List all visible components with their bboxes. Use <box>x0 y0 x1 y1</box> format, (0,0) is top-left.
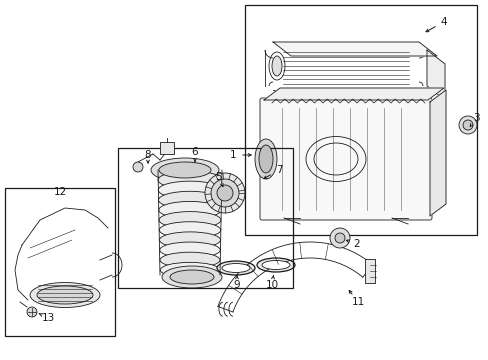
Bar <box>160 142 174 154</box>
Ellipse shape <box>158 191 221 209</box>
Ellipse shape <box>30 283 100 307</box>
Ellipse shape <box>159 162 210 178</box>
FancyBboxPatch shape <box>260 98 431 220</box>
Ellipse shape <box>159 202 221 219</box>
Ellipse shape <box>217 261 254 275</box>
Circle shape <box>133 162 142 172</box>
Text: 7: 7 <box>275 165 282 175</box>
Circle shape <box>204 173 244 213</box>
Polygon shape <box>264 88 443 100</box>
Polygon shape <box>429 90 445 216</box>
Text: 1: 1 <box>229 150 236 160</box>
Circle shape <box>27 307 37 317</box>
Ellipse shape <box>170 270 214 284</box>
Text: 12: 12 <box>53 187 66 197</box>
Circle shape <box>462 120 472 130</box>
Text: 3: 3 <box>472 113 478 123</box>
Ellipse shape <box>37 286 93 304</box>
Ellipse shape <box>162 266 222 288</box>
Ellipse shape <box>159 212 221 228</box>
Circle shape <box>217 185 232 201</box>
Bar <box>244 5 476 235</box>
Text: 10: 10 <box>265 280 278 290</box>
Circle shape <box>458 116 476 134</box>
Text: 9: 9 <box>233 280 240 290</box>
Bar <box>364 259 374 283</box>
Ellipse shape <box>159 222 220 238</box>
Ellipse shape <box>159 232 220 248</box>
Ellipse shape <box>257 258 294 272</box>
Bar <box>5 188 115 336</box>
Circle shape <box>334 233 345 243</box>
Text: 8: 8 <box>144 150 151 160</box>
Text: 2: 2 <box>353 239 360 249</box>
Bar <box>118 148 292 288</box>
Ellipse shape <box>151 158 219 182</box>
Text: 4: 4 <box>440 17 447 27</box>
Ellipse shape <box>262 261 289 270</box>
Ellipse shape <box>160 252 220 268</box>
Text: 5: 5 <box>214 172 221 182</box>
Polygon shape <box>426 50 444 100</box>
Text: 6: 6 <box>191 147 198 157</box>
Circle shape <box>329 228 349 248</box>
Ellipse shape <box>160 262 219 278</box>
Ellipse shape <box>160 242 220 258</box>
Ellipse shape <box>158 181 221 199</box>
Ellipse shape <box>222 264 249 273</box>
Text: 11: 11 <box>351 297 364 307</box>
Ellipse shape <box>259 145 272 173</box>
Ellipse shape <box>271 56 282 76</box>
Circle shape <box>210 179 239 207</box>
Ellipse shape <box>158 171 222 189</box>
Polygon shape <box>272 42 436 56</box>
Text: 13: 13 <box>41 313 55 323</box>
Ellipse shape <box>254 139 276 179</box>
